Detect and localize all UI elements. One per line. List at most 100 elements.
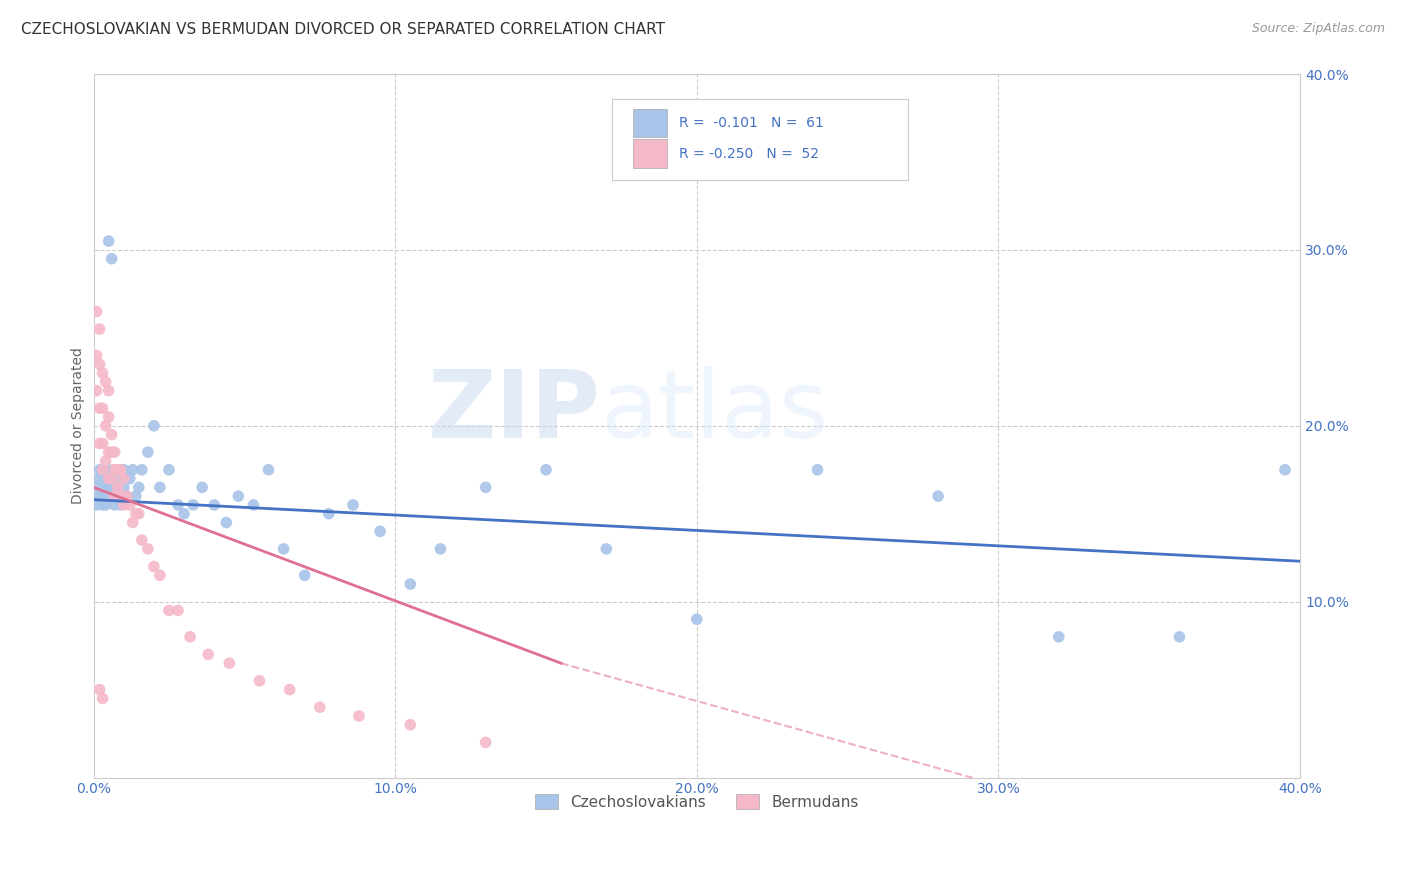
Point [94,418,117,433]
Point [927,489,949,503]
Point [142,559,165,574]
Point [89,436,111,450]
Point [110,463,132,477]
Point [112,498,135,512]
Point [399,577,422,591]
Point [1047,630,1070,644]
Point [181,498,204,512]
Point [121,463,143,477]
Point [273,541,295,556]
Point [242,498,264,512]
Point [474,480,496,494]
Point [131,533,153,548]
Point [215,516,238,530]
Point [112,471,135,485]
Point [294,568,316,582]
Point [149,568,172,582]
Point [89,463,111,477]
Point [97,480,120,494]
Point [128,507,150,521]
Point [91,401,114,416]
Point [100,252,122,266]
Point [91,436,114,450]
Point [308,700,330,714]
Point [218,657,240,671]
Point [368,524,391,539]
Point [128,480,150,494]
Point [149,480,172,494]
Point [125,489,148,503]
Point [110,463,132,477]
Point [104,463,127,477]
Point [118,498,141,512]
Point [157,463,180,477]
Point [86,498,108,512]
Point [100,471,122,485]
Point [94,498,117,512]
Point [112,463,135,477]
Point [104,445,127,459]
Point [94,480,117,494]
Point [86,480,108,494]
Point [100,445,122,459]
FancyBboxPatch shape [613,99,908,179]
Point [191,480,214,494]
Point [686,612,709,626]
Point [115,489,138,503]
Point [86,348,108,362]
Point [104,498,127,512]
Text: R =  -0.101   N =  61: R = -0.101 N = 61 [679,116,824,130]
Point [342,498,364,512]
Point [89,682,111,697]
Point [97,384,120,398]
Point [121,516,143,530]
Point [89,322,111,336]
Point [91,366,114,380]
Point [202,498,225,512]
Point [91,489,114,503]
Point [91,691,114,706]
Point [534,463,557,477]
Point [89,471,111,485]
Point [228,489,250,503]
Point [107,489,129,503]
Point [104,489,127,503]
Point [595,541,617,556]
Point [142,418,165,433]
Point [179,630,201,644]
Text: R = -0.250   N =  52: R = -0.250 N = 52 [679,146,818,161]
Text: ZIP: ZIP [427,366,600,458]
Point [125,507,148,521]
Legend: Czechoslovakians, Bermudans: Czechoslovakians, Bermudans [529,788,865,815]
Point [86,304,108,318]
Point [429,541,451,556]
Point [86,384,108,398]
Bar [633,139,666,168]
Point [89,357,111,371]
Point [91,463,114,477]
Point [97,471,120,485]
Point [94,375,117,389]
Point [157,603,180,617]
Point [278,682,301,697]
Point [94,471,117,485]
Point [1168,630,1191,644]
Point [97,409,120,424]
Text: Source: ZipAtlas.com: Source: ZipAtlas.com [1251,22,1385,36]
Point [104,463,127,477]
Text: atlas: atlas [600,366,828,458]
Point [94,454,117,468]
Point [1274,463,1296,477]
Point [167,498,190,512]
Point [257,463,280,477]
Point [115,489,138,503]
Point [107,471,129,485]
Point [97,234,120,248]
Point [136,445,159,459]
Point [249,673,271,688]
Point [112,480,135,494]
Point [110,489,132,503]
Point [136,541,159,556]
Point [100,471,122,485]
Text: CZECHOSLOVAKIAN VS BERMUDAN DIVORCED OR SEPARATED CORRELATION CHART: CZECHOSLOVAKIAN VS BERMUDAN DIVORCED OR … [21,22,665,37]
